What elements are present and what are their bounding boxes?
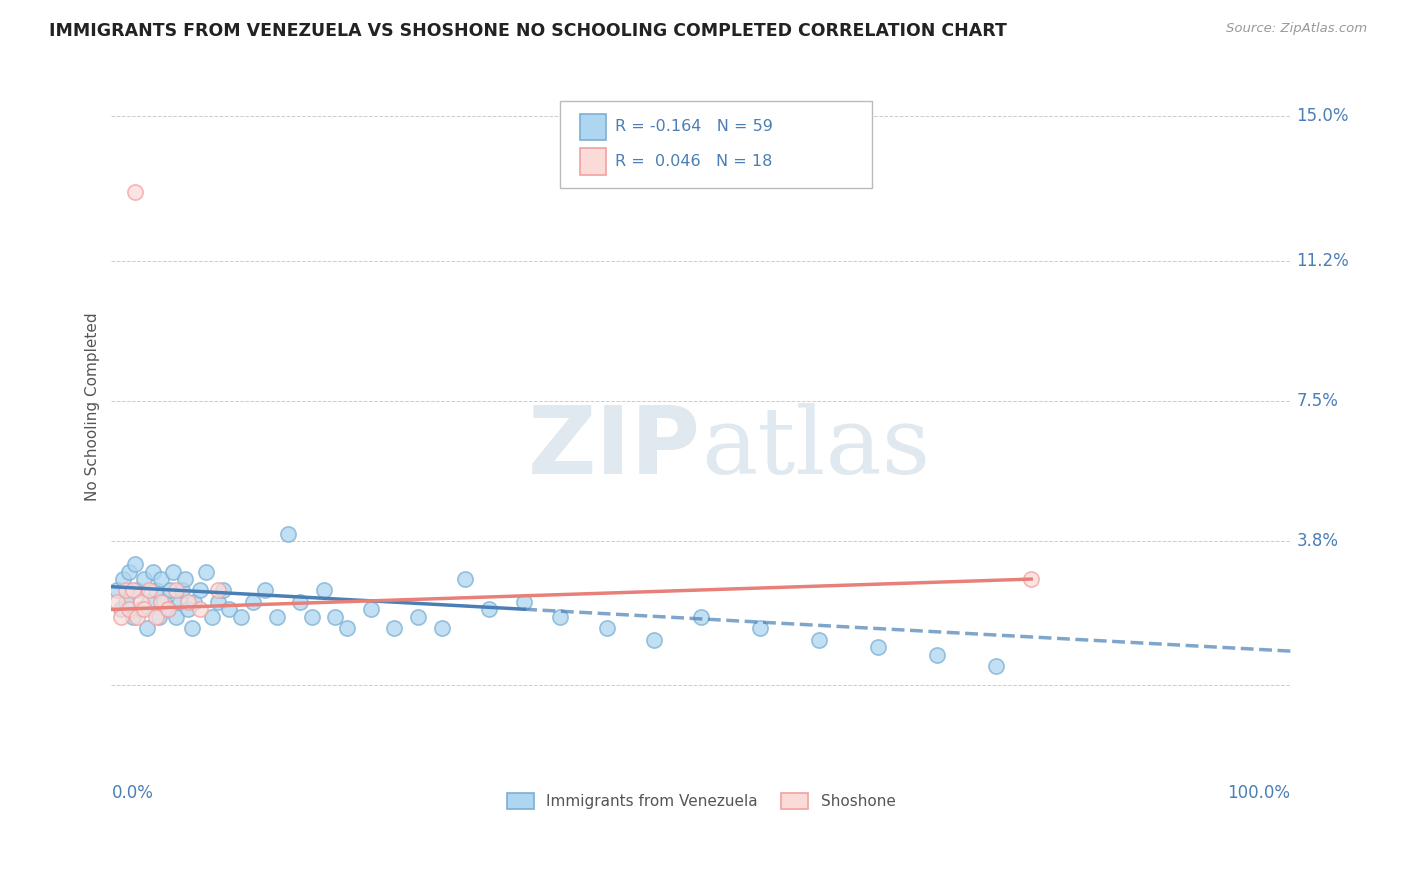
Point: [121, 583, 143, 598]
Point: [153, 595, 176, 609]
Point: [207, 583, 229, 598]
Point: [454, 572, 477, 586]
Point: [142, 565, 165, 579]
Point: [114, 583, 136, 598]
Point: [690, 610, 713, 624]
Point: [548, 610, 571, 624]
Point: [129, 602, 152, 616]
Point: [513, 595, 536, 609]
Text: R = -0.164   N = 59: R = -0.164 N = 59: [614, 120, 773, 135]
Point: [138, 583, 160, 598]
Point: [336, 621, 359, 635]
Point: [134, 572, 156, 586]
Point: [301, 610, 323, 624]
Point: [866, 640, 889, 655]
Point: [277, 526, 299, 541]
Point: [138, 595, 160, 609]
Point: [288, 595, 311, 609]
Point: [643, 632, 665, 647]
Point: [127, 610, 149, 624]
Text: 3.8%: 3.8%: [1296, 533, 1339, 550]
Point: [172, 583, 194, 598]
Point: [188, 583, 211, 598]
Point: [212, 583, 235, 598]
Point: [595, 621, 617, 635]
Point: [925, 648, 948, 662]
Point: [118, 602, 141, 616]
Point: [145, 610, 167, 624]
Point: [360, 602, 382, 616]
Point: [749, 621, 772, 635]
Point: [135, 621, 157, 635]
Point: [149, 572, 172, 586]
Text: Source: ZipAtlas.com: Source: ZipAtlas.com: [1226, 22, 1367, 36]
Point: [121, 610, 143, 624]
Legend: Immigrants from Venezuela, Shoshone: Immigrants from Venezuela, Shoshone: [501, 787, 901, 815]
Point: [312, 583, 335, 598]
Point: [478, 602, 501, 616]
Point: [984, 659, 1007, 673]
Point: [118, 565, 141, 579]
Point: [253, 583, 276, 598]
Point: [148, 610, 170, 624]
Point: [162, 565, 184, 579]
Text: IMMIGRANTS FROM VENEZUELA VS SHOSHONE NO SCHOOLING COMPLETED CORRELATION CHART: IMMIGRANTS FROM VENEZUELA VS SHOSHONE NO…: [49, 22, 1007, 40]
Text: 15.0%: 15.0%: [1296, 107, 1348, 126]
Point: [124, 186, 146, 200]
Point: [406, 610, 429, 624]
Point: [207, 595, 229, 609]
Point: [110, 610, 132, 624]
Point: [145, 583, 167, 598]
Point: [134, 602, 156, 616]
Text: 0.0%: 0.0%: [111, 784, 153, 802]
Text: ZIP: ZIP: [529, 402, 702, 494]
Point: [156, 602, 179, 616]
Point: [156, 602, 179, 616]
Point: [384, 621, 406, 635]
Point: [325, 610, 347, 624]
Point: [1019, 572, 1042, 586]
Point: [807, 632, 830, 647]
Point: [110, 602, 132, 616]
Text: R =  0.046   N = 18: R = 0.046 N = 18: [614, 154, 772, 169]
Point: [430, 621, 453, 635]
Point: [114, 595, 136, 609]
Point: [165, 583, 187, 598]
Point: [105, 583, 128, 598]
Text: 11.2%: 11.2%: [1296, 252, 1350, 269]
Point: [149, 595, 172, 609]
Point: [112, 572, 135, 586]
Text: 100.0%: 100.0%: [1227, 784, 1291, 802]
Text: atlas: atlas: [702, 403, 931, 493]
Point: [169, 595, 191, 609]
Point: [266, 610, 288, 624]
FancyBboxPatch shape: [579, 148, 606, 175]
Point: [201, 610, 224, 624]
Point: [242, 595, 264, 609]
Point: [180, 621, 202, 635]
Point: [229, 610, 252, 624]
Point: [159, 583, 181, 598]
Point: [127, 583, 149, 598]
Point: [129, 595, 152, 609]
Point: [165, 610, 187, 624]
Point: [124, 557, 146, 571]
FancyBboxPatch shape: [560, 101, 872, 188]
FancyBboxPatch shape: [579, 113, 606, 140]
Point: [105, 595, 128, 609]
Point: [183, 595, 205, 609]
Point: [177, 602, 200, 616]
Text: 7.5%: 7.5%: [1296, 392, 1339, 409]
Y-axis label: No Schooling Completed: No Schooling Completed: [86, 312, 100, 501]
Point: [194, 565, 217, 579]
Point: [177, 595, 200, 609]
Point: [218, 602, 240, 616]
Point: [188, 602, 211, 616]
Point: [173, 572, 195, 586]
